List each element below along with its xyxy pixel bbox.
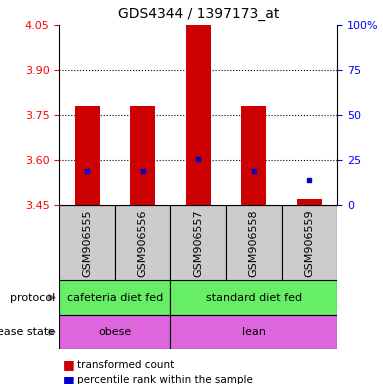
- Bar: [115, 205, 170, 280]
- Text: GSM906556: GSM906556: [137, 209, 148, 276]
- Text: obese: obese: [98, 327, 131, 337]
- Bar: [59, 205, 115, 280]
- Text: percentile rank within the sample: percentile rank within the sample: [77, 375, 252, 384]
- Text: GSM906555: GSM906555: [82, 209, 92, 276]
- Bar: [170, 315, 337, 349]
- Text: GSM906557: GSM906557: [193, 209, 203, 277]
- Bar: [282, 205, 337, 280]
- Text: GSM906558: GSM906558: [249, 209, 259, 277]
- Text: ■: ■: [63, 358, 75, 371]
- Bar: [59, 280, 170, 315]
- Bar: [130, 106, 155, 205]
- Bar: [75, 106, 100, 205]
- Bar: [226, 205, 282, 280]
- Bar: [170, 280, 337, 315]
- Text: cafeteria diet fed: cafeteria diet fed: [67, 293, 163, 303]
- Bar: [241, 106, 266, 205]
- Text: standard diet fed: standard diet fed: [206, 293, 302, 303]
- Text: GSM906559: GSM906559: [304, 209, 314, 277]
- Bar: [186, 25, 211, 205]
- Bar: [59, 315, 170, 349]
- Bar: [170, 205, 226, 280]
- Bar: [297, 199, 322, 205]
- Text: transformed count: transformed count: [77, 360, 174, 370]
- Text: lean: lean: [242, 327, 266, 337]
- Text: disease state: disease state: [0, 327, 56, 337]
- Text: ■: ■: [63, 374, 75, 384]
- Text: protocol: protocol: [10, 293, 56, 303]
- Title: GDS4344 / 1397173_at: GDS4344 / 1397173_at: [118, 7, 279, 21]
